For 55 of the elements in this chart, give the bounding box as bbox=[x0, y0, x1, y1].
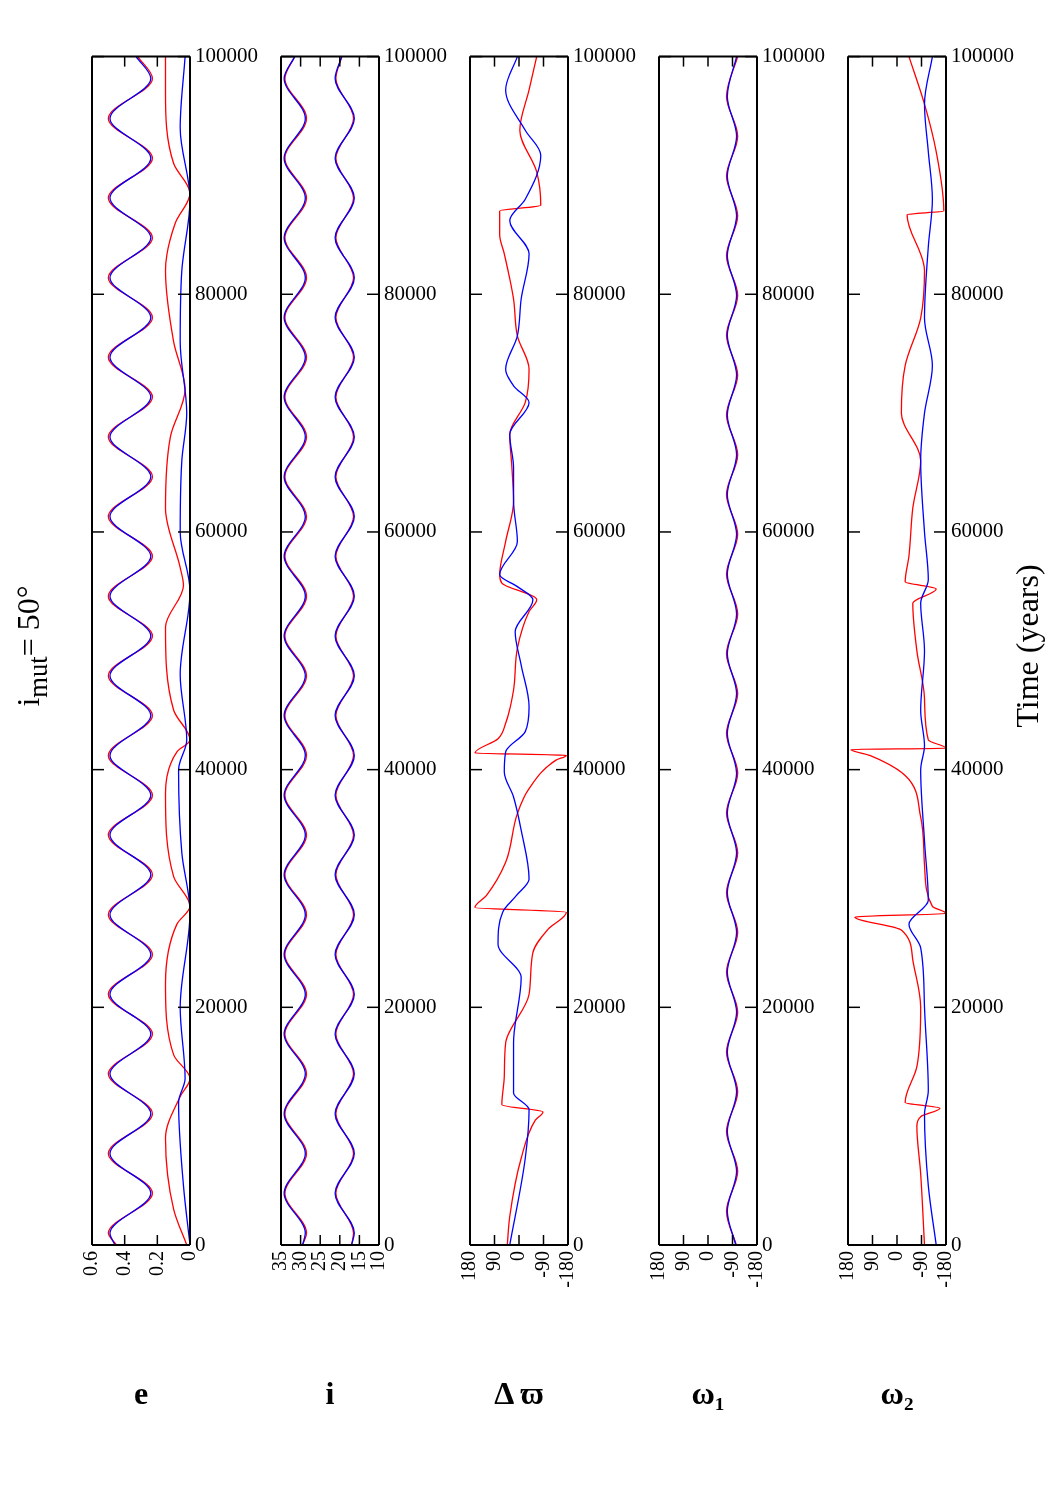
x-axis-title: i bbox=[325, 1375, 335, 1412]
y-tick-label: 100000 bbox=[573, 43, 636, 68]
y-tick-label: 40000 bbox=[384, 756, 437, 781]
x-axis-title: e bbox=[133, 1375, 149, 1412]
y-tick-label: 20000 bbox=[762, 993, 815, 1018]
x-tick-label: -180 bbox=[555, 1251, 578, 1288]
x-tick-label: 180 bbox=[835, 1251, 858, 1281]
x-tick-label: 25 bbox=[307, 1251, 330, 1271]
x-tick-label: -90 bbox=[908, 1251, 931, 1278]
y-tick-label: 40000 bbox=[195, 756, 248, 781]
y-tick-label: 60000 bbox=[195, 518, 248, 543]
x-axis-title: ω₁ bbox=[691, 1375, 725, 1412]
y-tick-label: 100000 bbox=[195, 43, 258, 68]
x-tick-label: 0 bbox=[884, 1251, 907, 1261]
y-tick-label: 60000 bbox=[384, 518, 437, 543]
y-tick-label: 40000 bbox=[762, 756, 815, 781]
line-series bbox=[850, 56, 946, 1245]
x-tick-label: 180 bbox=[457, 1251, 480, 1281]
y-tick-label: 20000 bbox=[195, 993, 248, 1018]
x-tick-label: -90 bbox=[530, 1251, 553, 1278]
x-axis-title: ω₂ bbox=[880, 1375, 914, 1412]
x-tick-label: -180 bbox=[744, 1251, 767, 1288]
y-tick-label: 80000 bbox=[951, 280, 1004, 305]
y-tick-label: 100000 bbox=[384, 43, 447, 68]
x-tick-label: 10 bbox=[366, 1251, 389, 1271]
y-tick-label: 80000 bbox=[573, 280, 626, 305]
y-tick-label: 60000 bbox=[573, 518, 626, 543]
line-series bbox=[497, 56, 542, 1245]
x-tick-label: -180 bbox=[933, 1251, 956, 1288]
y-tick-label: 20000 bbox=[573, 993, 626, 1018]
x-tick-label: 0.4 bbox=[111, 1251, 134, 1276]
x-tick-label: 90 bbox=[859, 1251, 882, 1271]
y-axis-title: Time (years) bbox=[1009, 564, 1046, 728]
y-tick-label: 20000 bbox=[384, 993, 437, 1018]
y-tick-label: 100000 bbox=[762, 43, 825, 68]
y-tick-label: 100000 bbox=[951, 43, 1014, 68]
x-tick-label: 0 bbox=[695, 1251, 718, 1261]
x-tick-label: 90 bbox=[670, 1251, 693, 1271]
line-series bbox=[908, 56, 937, 1245]
y-tick-label: 60000 bbox=[762, 518, 815, 543]
x-tick-label: 0 bbox=[506, 1251, 529, 1261]
x-tick-label: -90 bbox=[719, 1251, 742, 1278]
x-tick-label: 180 bbox=[646, 1251, 669, 1281]
x-tick-label: 0.2 bbox=[144, 1251, 167, 1276]
y-tick-label: 60000 bbox=[951, 518, 1004, 543]
x-tick-label: 90 bbox=[481, 1251, 504, 1271]
y-tick-label: 80000 bbox=[195, 280, 248, 305]
y-tick-label: 40000 bbox=[951, 756, 1004, 781]
y-tick-label: 40000 bbox=[573, 756, 626, 781]
y-tick-label: 80000 bbox=[384, 280, 437, 305]
x-axis-title: Δ ϖ bbox=[494, 1375, 544, 1412]
y-tick-label: 80000 bbox=[762, 280, 815, 305]
x-tick-label: 0.6 bbox=[79, 1251, 102, 1276]
x-tick-label: 0 bbox=[177, 1251, 200, 1261]
y-tick-label: 20000 bbox=[951, 993, 1004, 1018]
